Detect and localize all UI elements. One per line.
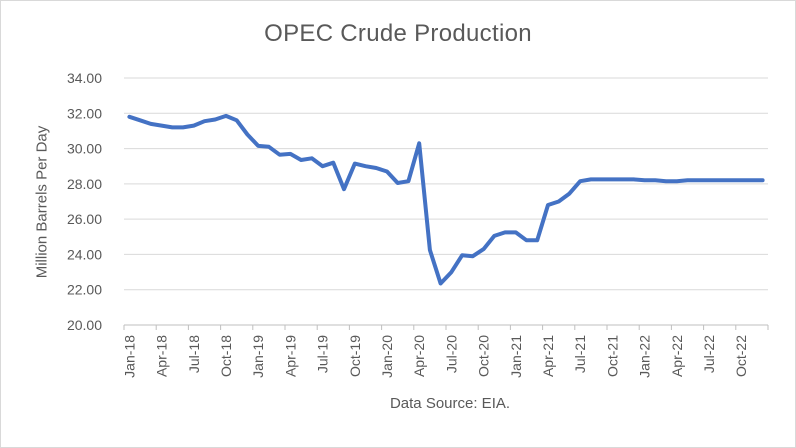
x-tick-label: Oct-22: [733, 335, 749, 377]
x-tick-label: Apr-20: [411, 335, 427, 377]
y-tick-label: 20.00: [67, 317, 102, 333]
x-tick-label: Oct-19: [347, 335, 363, 377]
x-tick-label: Oct-20: [476, 335, 492, 377]
y-tick-label: 26.00: [67, 211, 102, 227]
x-tick-label: Apr-22: [669, 335, 685, 377]
x-tick-label: Apr-19: [282, 335, 298, 377]
y-tick-label: 30.00: [67, 141, 102, 157]
x-tick-label: Oct-21: [604, 335, 620, 377]
series-line: [127, 113, 765, 286]
x-tick-label: Jul-18: [186, 335, 202, 373]
x-tick-label: Apr-21: [540, 335, 556, 377]
x-tick-label: Jul-22: [701, 335, 717, 373]
y-tick-label: 28.00: [67, 176, 102, 192]
chart-title: OPEC Crude Production: [264, 20, 532, 47]
x-tick-label: Jan-22: [637, 335, 653, 378]
x-tick-label: Jan-21: [508, 335, 524, 378]
y-tick-labels: 20.00 22.00 24.00 26.00 28.00 30.00 32.00 34.00: [67, 70, 102, 333]
x-axis: [123, 324, 769, 330]
x-tick-label: Jul-21: [572, 335, 588, 373]
x-tick-label: Jan-20: [379, 335, 395, 378]
x-tick-label: Oct-18: [218, 335, 234, 377]
y-tick-label: 34.00: [67, 70, 102, 86]
y-tick-label: 22.00: [67, 282, 102, 298]
y-tick-label: 32.00: [67, 105, 102, 121]
y-tick-label: 24.00: [67, 246, 102, 262]
x-tick-label: Apr-18: [154, 335, 170, 377]
x-tick-label: Jul-19: [315, 335, 331, 373]
x-axis-label: Data Source: EIA.: [389, 395, 511, 412]
gridlines: [124, 77, 768, 291]
x-tick-label: Jan-19: [250, 335, 266, 378]
x-tick-label: Jan-18: [121, 335, 137, 378]
series-group: [127, 113, 765, 286]
x-tick-label: Jul-20: [443, 335, 459, 373]
x-tick-labels: Jan-18 Apr-18 Jul-18 Oct-18 Jan-19 Apr-19 Jul-…: [121, 335, 749, 378]
